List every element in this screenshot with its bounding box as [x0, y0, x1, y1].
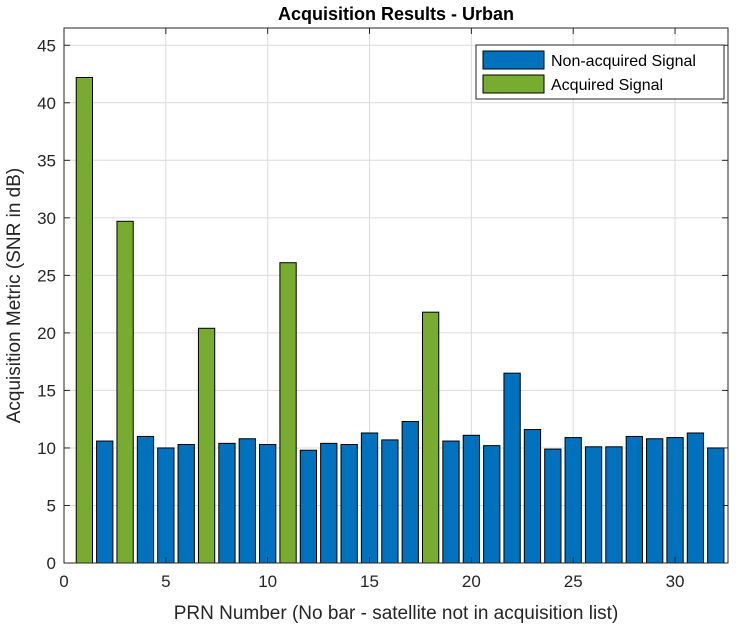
x-tick-label: 15 [360, 572, 379, 591]
plot-area: 0 5 10 15 20 25 30 0 5 10 15 20 25 30 35 40 45 [37, 27, 729, 591]
bar-non-acquired [238, 438, 256, 564]
bars [75, 76, 725, 564]
bar-non-acquired [96, 440, 114, 564]
bar-acquired [197, 327, 216, 564]
y-tick-label: 5 [47, 496, 56, 515]
bar-non-acquired [299, 449, 318, 564]
bar-acquired [116, 220, 134, 564]
y-tick-label: 20 [37, 324, 56, 343]
bar-non-acquired [483, 445, 501, 564]
y-tick-label: 0 [47, 554, 56, 573]
bar-non-acquired [605, 446, 623, 564]
bar-non-acquired [462, 434, 481, 564]
bar-non-acquired [707, 447, 725, 564]
bar-non-acquired [360, 432, 379, 564]
x-axis-label: PRN Number (No bar - satellite not in ac… [174, 603, 619, 624]
ticks: 0 5 10 15 20 25 30 0 5 10 15 20 25 30 35 40 45 [37, 28, 728, 591]
bar-non-acquired [503, 372, 521, 564]
chart-title: Acquisition Results - Urban [278, 4, 514, 24]
y-tick-label: 25 [37, 266, 56, 285]
legend-swatch-acquired [482, 74, 545, 94]
y-tick-label: 40 [37, 94, 56, 113]
y-tick-label: 35 [37, 151, 56, 170]
bar-non-acquired [218, 442, 236, 564]
bar-acquired [279, 262, 297, 564]
y-tick-label: 30 [37, 209, 56, 228]
y-tick-label: 45 [37, 36, 56, 55]
bar-non-acquired [666, 437, 684, 564]
x-tick-label: 30 [666, 572, 685, 591]
y-tick-label: 15 [37, 381, 56, 400]
bar-non-acquired [544, 448, 562, 564]
y-axis-label: Acquisition Metric (SNR in dB) [4, 168, 25, 424]
x-tick-label: 25 [564, 572, 583, 591]
bar-non-acquired [401, 420, 419, 564]
bar-non-acquired [564, 437, 582, 564]
x-tick-label: 5 [161, 572, 170, 591]
bar-non-acquired [259, 443, 277, 564]
bar-non-acquired [381, 439, 399, 564]
bar-non-acquired [442, 440, 460, 564]
bar-non-acquired [686, 432, 705, 564]
bar-non-acquired [340, 443, 358, 564]
bar-non-acquired [177, 443, 195, 564]
x-tick-label: 20 [462, 572, 481, 591]
bar-acquired [75, 76, 94, 564]
legend: Non-acquired Signal Acquired Signal [475, 44, 725, 100]
y-tick-label: 10 [37, 439, 56, 458]
bar-non-acquired [646, 438, 664, 564]
plot-frame [63, 27, 729, 564]
bar-non-acquired [136, 435, 155, 564]
bar-acquired [421, 311, 440, 564]
bar-non-acquired [157, 447, 175, 564]
x-tick-label: 10 [258, 572, 277, 591]
legend-label-acquired: Acquired Signal [551, 77, 663, 94]
x-tick-label: 0 [59, 572, 68, 591]
legend-swatch-non-acquired [482, 50, 545, 70]
bar-non-acquired [625, 435, 643, 564]
legend-label-non-acquired: Non-acquired Signal [551, 53, 696, 70]
bar-non-acquired [320, 442, 338, 564]
bar-non-acquired [584, 446, 603, 564]
bar-non-acquired [523, 429, 542, 564]
